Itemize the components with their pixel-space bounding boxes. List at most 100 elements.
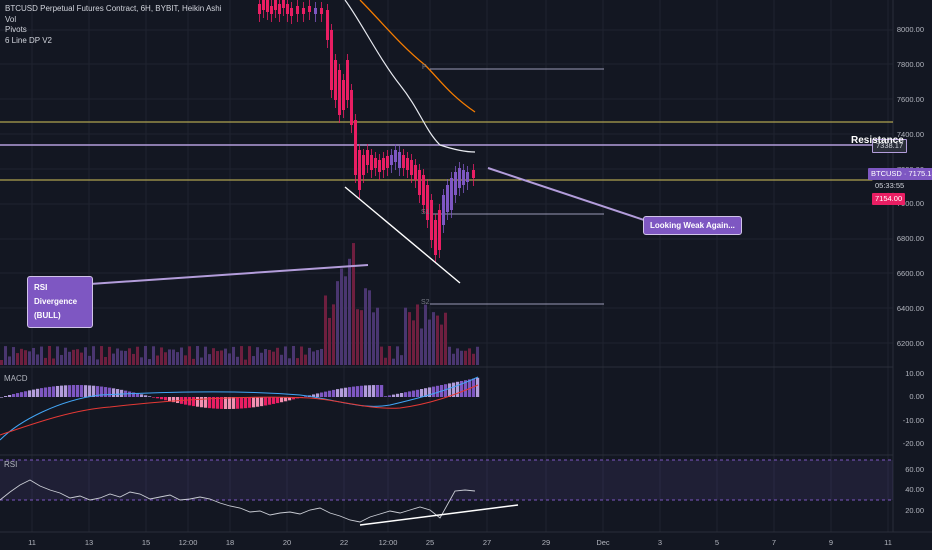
volume-bar <box>220 350 223 365</box>
macd-histogram-bar <box>408 391 412 397</box>
volume-bar <box>92 346 95 365</box>
volume-bar <box>316 350 319 365</box>
macd-histogram-bar <box>108 387 112 397</box>
chart-legend: BTCUSD Perpetual Futures Contract, 6H, B… <box>5 4 222 46</box>
macd-histogram-bar <box>196 397 200 407</box>
macd-histogram-bar <box>100 386 104 397</box>
volume-bar <box>52 358 55 365</box>
volume-bar <box>124 350 127 365</box>
volume-bar <box>432 312 435 365</box>
macd-histogram-bar <box>420 389 424 397</box>
volume-bar <box>136 346 139 365</box>
macd-histogram-bar <box>8 395 12 397</box>
volume-bar <box>348 258 351 365</box>
volume-bar <box>256 347 259 365</box>
rsi-divergence-callout[interactable]: RSI Divergence (BULL) <box>27 276 93 328</box>
macd-histogram-bar <box>388 395 392 397</box>
volume-bar <box>148 359 151 365</box>
symbol-title[interactable]: BTCUSD Perpetual Futures Contract, 6H, B… <box>5 4 222 13</box>
candle-body <box>374 158 377 168</box>
rsi-divergence-subtitle: (BULL) <box>34 311 61 320</box>
volume-bar <box>376 307 379 365</box>
candle-body <box>330 30 333 90</box>
volume-bar <box>4 346 7 365</box>
candle-body <box>390 155 393 165</box>
macd-histogram-bar <box>272 397 276 404</box>
looking-weak-callout[interactable]: Looking Weak Again... <box>643 216 742 235</box>
candle-body <box>472 170 475 178</box>
macd-histogram-bar <box>104 387 108 397</box>
volume-bar <box>292 346 295 365</box>
macd-histogram-bar <box>80 385 84 397</box>
indicator-6-line-dp[interactable]: 6 Line DP V2 <box>5 35 52 45</box>
volume-bar <box>288 358 291 365</box>
volume-bar <box>100 346 103 365</box>
indicator-vol[interactable]: Vol <box>5 14 17 24</box>
volume-bar <box>360 310 363 365</box>
volume-bar <box>312 351 315 365</box>
volume-bar <box>160 347 163 365</box>
candle-body <box>290 8 293 16</box>
macd-histogram-bar <box>164 397 168 401</box>
volume-bar <box>40 346 43 365</box>
macd-histogram-bar <box>212 397 216 409</box>
macd-histogram <box>0 377 480 409</box>
resistance-label[interactable]: Resistance <box>851 135 904 146</box>
volume-bar <box>324 295 327 365</box>
macd-histogram-bar <box>48 386 52 397</box>
macd-histogram-bar <box>364 385 368 397</box>
volume-bar <box>212 348 215 365</box>
macd-histogram-bar <box>276 397 280 404</box>
price-tick: 7800.00 <box>896 60 924 69</box>
volume-bar <box>300 346 303 365</box>
volume-bar <box>408 312 411 365</box>
volume-bar <box>20 348 23 365</box>
time-tick: 27 <box>482 538 492 547</box>
macd-pane-label[interactable]: MACD <box>4 374 28 383</box>
candle-body <box>282 0 285 8</box>
volume-bar <box>440 324 443 365</box>
volume-bar <box>132 353 135 365</box>
macd-histogram-bar <box>244 397 248 409</box>
macd-histogram-bar <box>280 397 284 403</box>
macd-histogram-bar <box>44 387 48 397</box>
macd-histogram-bar <box>316 393 320 397</box>
macd-histogram-bar <box>152 397 156 398</box>
volume-bar <box>396 346 399 365</box>
volume-bar <box>184 355 187 365</box>
candle-body <box>446 185 449 212</box>
volume-bar <box>200 357 203 365</box>
indicator-pivots[interactable]: Pivots <box>5 25 27 34</box>
volume-bar <box>180 347 183 365</box>
volume-bar <box>8 356 11 365</box>
macd-histogram-bar <box>136 393 140 397</box>
candle-body <box>362 155 365 175</box>
macd-histogram-bar <box>224 397 228 409</box>
heikin-ashi-candles <box>258 0 475 263</box>
macd-histogram-bar <box>444 384 448 397</box>
time-tick: 9 <box>828 538 834 547</box>
candle-body <box>314 8 317 14</box>
candle-body <box>434 220 437 255</box>
price-tick: 7000.00 <box>896 199 924 208</box>
volume-bar <box>304 354 307 365</box>
macd-histogram-bar <box>328 390 332 397</box>
volume-bar <box>232 346 235 365</box>
volume-bar <box>168 349 171 365</box>
volume-bar <box>296 358 299 365</box>
macd-histogram-bar <box>28 390 32 397</box>
rsi-pane-label[interactable]: RSI <box>4 460 18 469</box>
macd-histogram-bar <box>472 378 476 397</box>
price-tick: 7400.00 <box>896 130 924 139</box>
time-tick: 20 <box>282 538 292 547</box>
macd-histogram-bar <box>360 385 364 397</box>
candle-body <box>430 200 433 240</box>
macd-histogram-bar <box>12 394 16 397</box>
macd-histogram-bar <box>60 385 64 397</box>
candle-body <box>462 170 465 185</box>
candle-body <box>394 150 397 162</box>
candle-body <box>458 168 461 188</box>
macd-histogram-bar <box>432 386 436 397</box>
volume-bar <box>144 346 147 365</box>
